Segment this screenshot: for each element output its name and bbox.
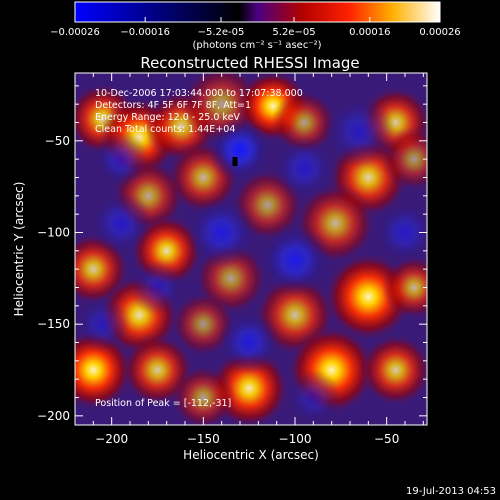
- colorbar-tick-label: 5.2e−05: [272, 27, 315, 38]
- heatmap-area: [75, 73, 427, 425]
- negative-region: [129, 259, 186, 316]
- negative-region: [92, 130, 150, 188]
- peak-position-label: Position of Peak = [-112,-31]: [95, 398, 231, 409]
- y-tick-label: −50: [45, 134, 70, 148]
- negative-region: [271, 136, 337, 201]
- negative-region: [372, 200, 427, 265]
- colorbar-unit-label: (photons cm⁻² s⁻¹ asec⁻²): [192, 40, 321, 51]
- emission-source: [359, 333, 427, 407]
- heatmap-sources: [75, 73, 427, 425]
- emission-source: [271, 90, 337, 155]
- negative-region: [88, 191, 154, 256]
- negative-region: [322, 95, 396, 168]
- emission-source: [75, 329, 134, 411]
- observation-info: 10-Dec-2006 17:03:44.000 to 17:07:38.000…: [95, 88, 303, 135]
- footer-timestamp: 19-Jul-2013 04:53: [406, 486, 496, 497]
- colorbar-tick-label: 0.00026: [419, 27, 460, 38]
- negative-region: [207, 117, 273, 183]
- colorbar-tick-label: −5.2e-05: [198, 27, 245, 38]
- colorbar-tick-label: 0.00016: [349, 27, 390, 38]
- negative-region: [75, 295, 131, 353]
- colorbar-tick-label: −0.00026: [50, 27, 100, 38]
- x-tick-label: −100: [279, 432, 312, 446]
- y-axis: −50 −100 −150 −200: [37, 85, 427, 423]
- y-tick-label: −150: [37, 317, 70, 331]
- negative-region: [185, 196, 258, 269]
- x-tick-label: −200: [95, 432, 128, 446]
- colorbar-tick-label: −0.00016: [120, 27, 170, 38]
- y-axis-label: Heliocentric Y (arcsec): [12, 182, 26, 317]
- chart-title: Reconstructed RHESSI Image: [140, 54, 359, 72]
- colorbar: [74, 1, 441, 23]
- x-tick-label: −150: [187, 432, 220, 446]
- emission-source: [171, 365, 236, 425]
- colorbar-ticks: −0.00026 −0.00016 −5.2e-05 5.2e−05 0.00016 0.…: [50, 17, 461, 38]
- emission-source: [381, 255, 427, 320]
- plot-frame: [74, 72, 428, 426]
- peak-marker: [232, 157, 238, 166]
- y-tick-label: −100: [37, 226, 70, 240]
- info-line: Energy Range: 12.0 - 25.0 keV: [95, 112, 240, 123]
- x-axis: −200 −150 −100 −50: [92, 73, 424, 446]
- x-axis-label: Heliocentric X (arcsec): [183, 448, 319, 462]
- negative-region: [285, 369, 342, 425]
- x-tick-label: −50: [374, 432, 399, 446]
- info-line: Clean Total counts: 1.44E+04: [95, 124, 235, 135]
- info-line: Detectors: 4F 5F 6F 7F 8F, Att=1: [95, 100, 251, 111]
- y-tick-label: −200: [37, 409, 70, 423]
- negative-region: [258, 223, 332, 297]
- info-line: 10-Dec-2006 17:03:44.000 to 17:07:38.000: [95, 88, 303, 99]
- negative-region: [216, 310, 282, 375]
